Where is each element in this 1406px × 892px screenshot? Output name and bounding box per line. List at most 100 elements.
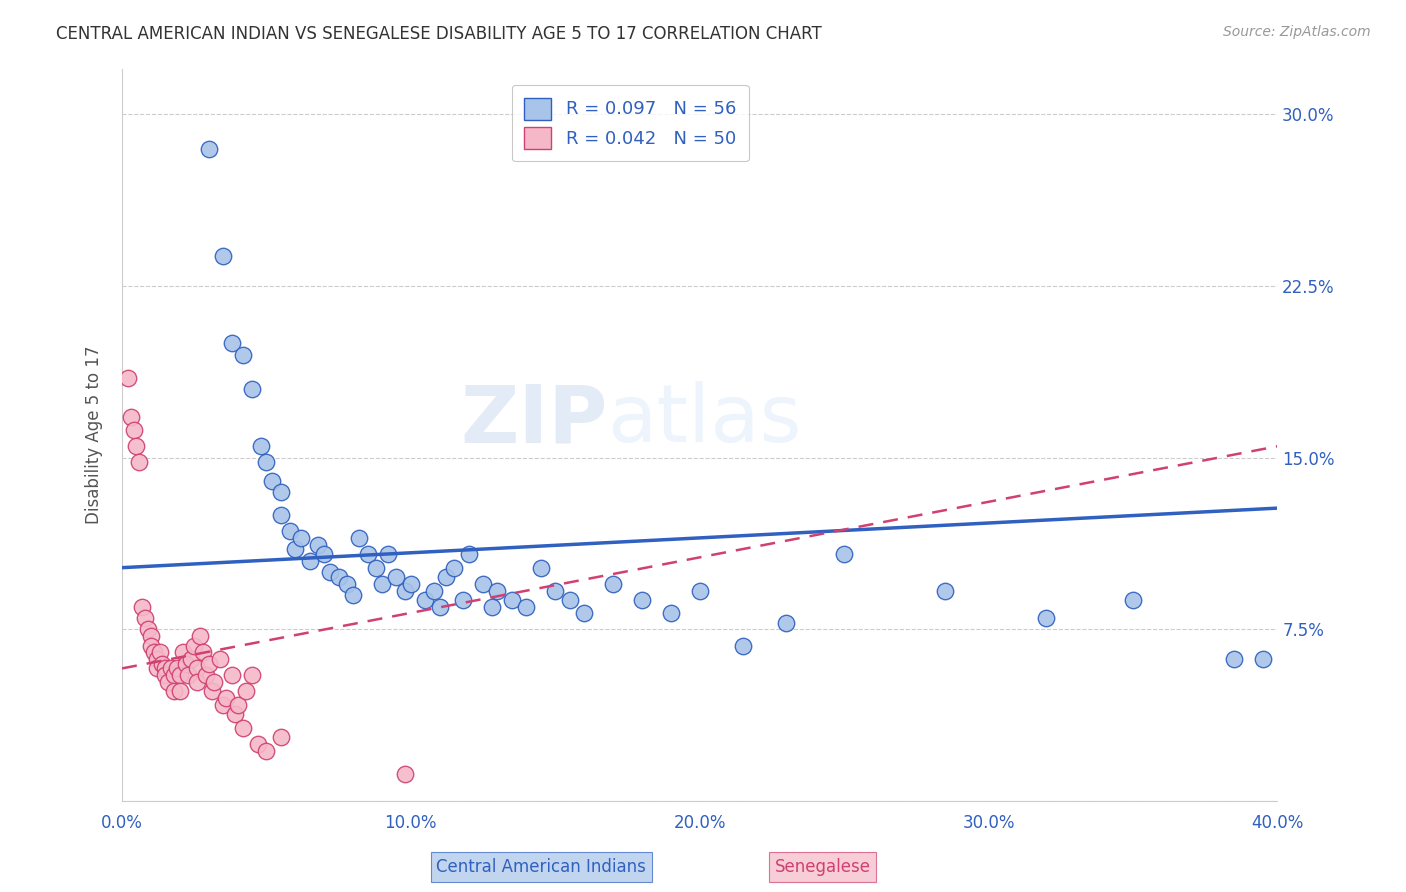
Point [226, 698, 249, 712]
Point [270, 508, 292, 522]
Point [413, 592, 436, 607]
Point [200, 684, 222, 698]
Point [399, 576, 422, 591]
Point [530, 560, 553, 574]
Point [152, 657, 174, 671]
Point [188, 629, 211, 643]
Point [631, 592, 654, 607]
Point [366, 560, 388, 574]
Point [174, 657, 197, 671]
Point [169, 684, 191, 698]
Point [139, 629, 162, 643]
Point [394, 583, 416, 598]
Point [163, 668, 186, 682]
Legend: R = 0.097   N = 56, R = 0.042   N = 50: R = 0.097 N = 56, R = 0.042 N = 50 [512, 85, 749, 161]
Point [183, 639, 205, 653]
Point [128, 455, 150, 469]
Point [197, 657, 219, 671]
Point [122, 423, 145, 437]
Point [149, 645, 172, 659]
Point [515, 599, 537, 614]
Text: Source: ZipAtlas.com: Source: ZipAtlas.com [1223, 25, 1371, 39]
Point [212, 249, 235, 263]
Point [136, 623, 159, 637]
Text: ZIP: ZIP [460, 381, 607, 459]
Point [356, 547, 378, 561]
Point [155, 661, 177, 675]
Point [602, 576, 624, 591]
Point [1251, 652, 1274, 666]
Point [486, 583, 509, 598]
Point [377, 547, 399, 561]
Point [215, 691, 238, 706]
Y-axis label: Disability Age 5 to 17: Disability Age 5 to 17 [86, 345, 103, 524]
Point [197, 142, 219, 156]
Point [160, 661, 183, 675]
Point [145, 661, 167, 675]
Point [240, 382, 263, 396]
Point [342, 588, 364, 602]
Point [394, 766, 416, 780]
Text: Senegalese: Senegalese [775, 858, 870, 876]
Point [314, 547, 336, 561]
Point [221, 668, 243, 682]
Point [290, 531, 312, 545]
Point [934, 583, 956, 598]
Text: CENTRAL AMERICAN INDIAN VS SENEGALESE DISABILITY AGE 5 TO 17 CORRELATION CHART: CENTRAL AMERICAN INDIAN VS SENEGALESE DI… [56, 25, 823, 43]
Point [347, 531, 370, 545]
Point [155, 668, 177, 682]
Point [186, 661, 208, 675]
Point [212, 698, 235, 712]
Point [246, 737, 269, 751]
Point [256, 744, 278, 758]
Point [249, 439, 271, 453]
Point [659, 607, 682, 621]
Point [191, 645, 214, 659]
Point [169, 668, 191, 682]
Point [240, 668, 263, 682]
Point [125, 439, 148, 453]
Text: atlas: atlas [607, 381, 801, 459]
Point [204, 675, 226, 690]
Point [139, 639, 162, 653]
Point [371, 576, 394, 591]
Text: Central American Indians: Central American Indians [436, 858, 647, 876]
Point [501, 592, 523, 607]
Point [1122, 592, 1144, 607]
Point [166, 661, 188, 675]
Point [232, 721, 254, 735]
Point [336, 576, 359, 591]
Point [429, 599, 451, 614]
Point [224, 707, 246, 722]
Point [134, 611, 156, 625]
Point [232, 348, 254, 362]
Point [328, 570, 350, 584]
Point [572, 607, 595, 621]
Point [423, 583, 446, 598]
Point [307, 538, 329, 552]
Point [731, 639, 754, 653]
Point [832, 547, 855, 561]
Point [270, 730, 292, 744]
Point [319, 566, 342, 580]
Point [278, 524, 301, 538]
Point [544, 583, 567, 598]
Point [256, 455, 278, 469]
Point [1223, 652, 1246, 666]
Point [775, 615, 797, 630]
Point [689, 583, 711, 598]
Point [186, 675, 208, 690]
Point [443, 560, 465, 574]
Point [558, 592, 581, 607]
Point [180, 652, 202, 666]
Point [145, 652, 167, 666]
Point [177, 668, 200, 682]
Point [163, 684, 186, 698]
Point [1035, 611, 1057, 625]
Point [209, 652, 232, 666]
Point [298, 554, 321, 568]
Point [262, 474, 284, 488]
Point [451, 592, 474, 607]
Point [157, 675, 180, 690]
Point [434, 570, 457, 584]
